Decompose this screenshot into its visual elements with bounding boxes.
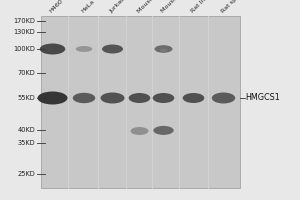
Text: 25KD: 25KD — [18, 171, 35, 177]
Text: H460: H460 — [49, 0, 64, 14]
Text: 35KD: 35KD — [18, 140, 35, 146]
Ellipse shape — [212, 92, 235, 104]
Ellipse shape — [102, 45, 123, 53]
Text: 55KD: 55KD — [18, 95, 35, 101]
Ellipse shape — [130, 127, 148, 135]
Text: 170KD: 170KD — [14, 18, 35, 24]
Ellipse shape — [160, 49, 167, 52]
Text: 70KD: 70KD — [18, 70, 35, 76]
Ellipse shape — [154, 45, 172, 53]
Ellipse shape — [129, 93, 150, 103]
Text: 130KD: 130KD — [14, 29, 35, 35]
Ellipse shape — [81, 49, 87, 52]
Text: Rat liver: Rat liver — [190, 0, 212, 14]
Text: HMGCS1: HMGCS1 — [245, 94, 280, 102]
Ellipse shape — [153, 126, 174, 135]
Ellipse shape — [73, 93, 95, 103]
Ellipse shape — [183, 93, 204, 103]
Ellipse shape — [38, 92, 68, 104]
Text: 100KD: 100KD — [14, 46, 35, 52]
Bar — [40, 16, 240, 188]
Text: HeLa: HeLa — [80, 0, 95, 14]
Text: Jurkat: Jurkat — [109, 0, 126, 14]
Text: Mouse kidney: Mouse kidney — [136, 0, 171, 14]
Ellipse shape — [76, 46, 92, 52]
Ellipse shape — [40, 44, 65, 54]
Ellipse shape — [100, 92, 124, 104]
Ellipse shape — [153, 93, 174, 103]
Text: Rat spinal cord: Rat spinal cord — [220, 0, 257, 14]
Text: Mouse liver: Mouse liver — [160, 0, 190, 14]
Text: 40KD: 40KD — [18, 127, 35, 133]
